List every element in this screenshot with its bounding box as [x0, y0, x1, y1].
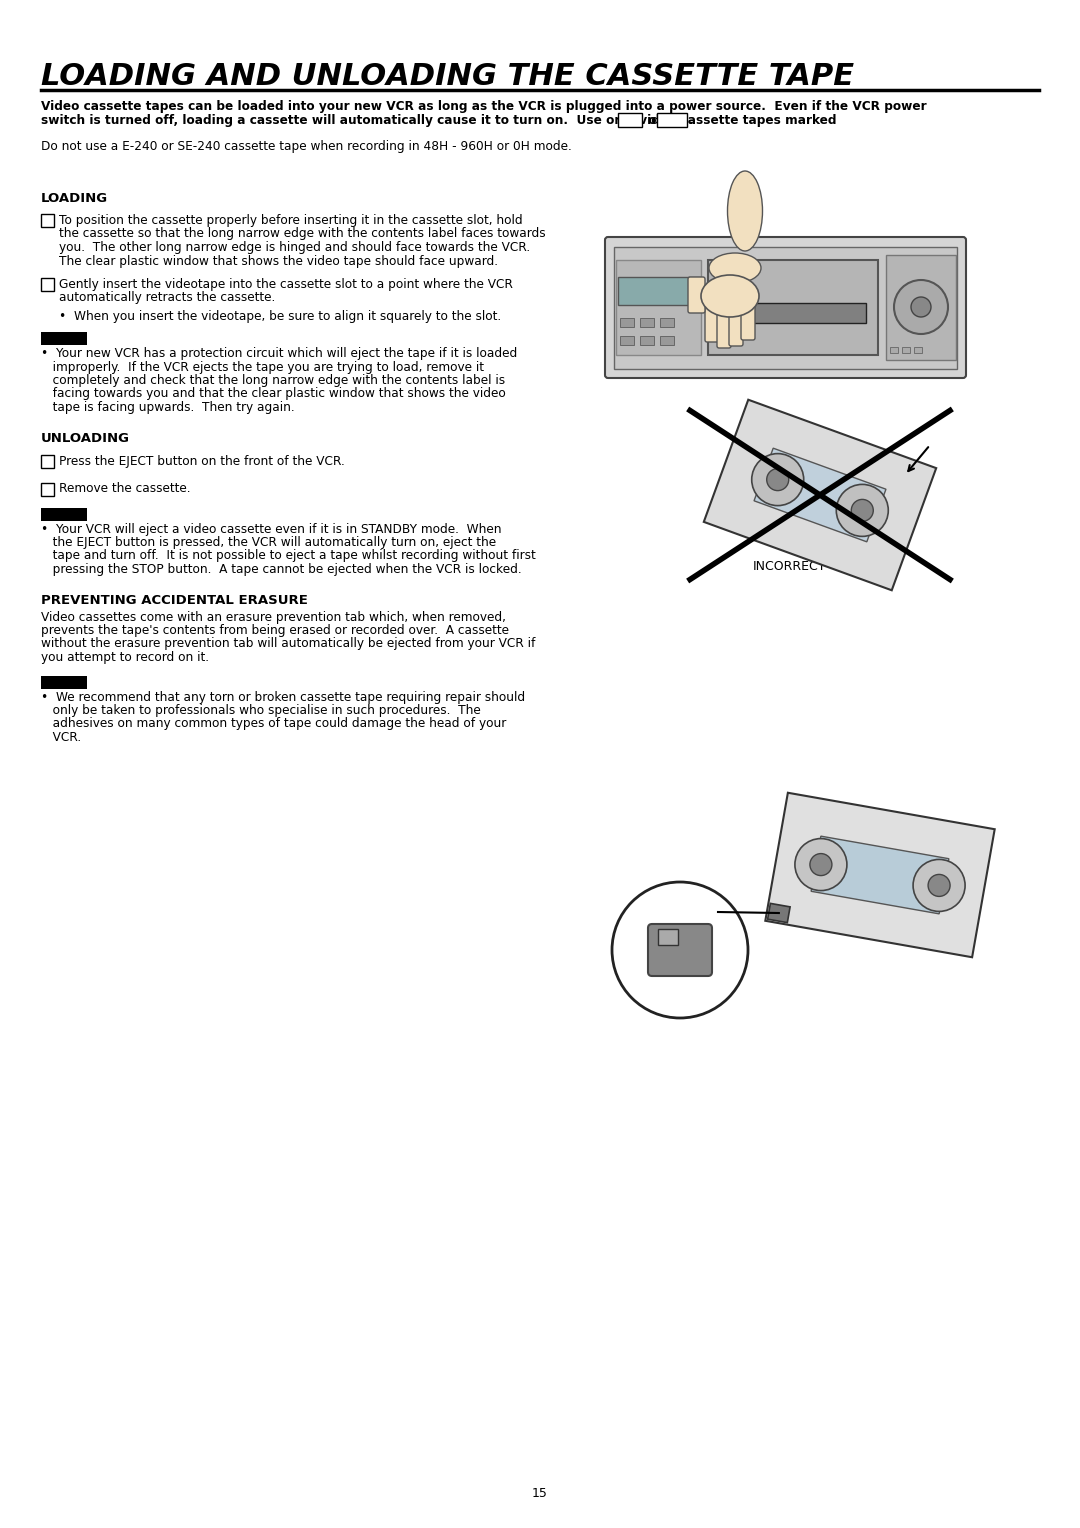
Text: •  We recommend that any torn or broken cassette tape requiring repair should: • We recommend that any torn or broken c… — [41, 691, 525, 703]
Bar — [41, 454, 54, 468]
Bar — [886, 255, 956, 361]
Text: 2: 2 — [44, 484, 51, 494]
Bar — [615, 248, 957, 368]
Circle shape — [810, 854, 832, 876]
Text: switch is turned off, loading a cassette will automatically cause it to turn on.: switch is turned off, loading a cassette… — [41, 115, 840, 127]
Text: 2: 2 — [44, 280, 51, 289]
Bar — [620, 336, 634, 345]
Bar — [720, 303, 866, 322]
Bar — [41, 483, 54, 495]
Text: prevents the tape's contents from being erased or recorded over.  A cassette: prevents the tape's contents from being … — [41, 623, 509, 637]
Circle shape — [795, 839, 847, 891]
Text: Video cassettes come with an erasure prevention tab which, when removed,: Video cassettes come with an erasure pre… — [41, 611, 505, 623]
Text: Gently insert the videotape into the cassette slot to a point where the VCR: Gently insert the videotape into the cas… — [59, 278, 513, 290]
Text: 1: 1 — [44, 455, 51, 466]
Bar — [618, 113, 643, 127]
Text: PREVENTING ACCIDENTAL ERASURE: PREVENTING ACCIDENTAL ERASURE — [41, 594, 308, 608]
Text: VHS: VHS — [619, 115, 642, 125]
Text: SVHS: SVHS — [658, 115, 687, 125]
Bar — [620, 318, 634, 327]
Polygon shape — [811, 836, 949, 914]
Text: NOTE:: NOTE: — [44, 335, 82, 344]
FancyBboxPatch shape — [648, 924, 712, 976]
Circle shape — [913, 859, 966, 911]
Bar — [41, 214, 54, 228]
Bar — [902, 347, 910, 353]
Polygon shape — [704, 400, 936, 590]
Bar — [890, 347, 897, 353]
Circle shape — [912, 296, 931, 316]
Text: The clear plastic window that shows the video tape should face upward.: The clear plastic window that shows the … — [59, 255, 498, 267]
Text: 1: 1 — [44, 215, 51, 226]
Text: tape is facing upwards.  Then try again.: tape is facing upwards. Then try again. — [41, 400, 295, 414]
Text: NOTE:: NOTE: — [44, 509, 82, 520]
Text: CORRECT: CORRECT — [759, 358, 820, 371]
Text: automatically retracts the cassette.: automatically retracts the cassette. — [59, 292, 275, 304]
Circle shape — [752, 454, 804, 506]
Circle shape — [836, 484, 888, 536]
FancyBboxPatch shape — [729, 296, 743, 345]
Bar — [660, 318, 674, 327]
Bar — [41, 332, 87, 345]
Text: you attempt to record on it.: you attempt to record on it. — [41, 651, 210, 665]
Text: completely and check that the long narrow edge with the contents label is: completely and check that the long narro… — [41, 374, 505, 387]
Text: •  When you insert the videotape, be sure to align it squarely to the slot.: • When you insert the videotape, be sure… — [59, 310, 501, 322]
Circle shape — [767, 469, 788, 490]
Bar — [41, 675, 87, 689]
Text: VCR.: VCR. — [41, 730, 81, 744]
Text: Remove the cassette.: Remove the cassette. — [59, 483, 190, 495]
Text: Do not use a E-240 or SE-240 cassette tape when recording in 48H - 960H or 0H mo: Do not use a E-240 or SE-240 cassette ta… — [41, 141, 571, 153]
Text: •  Your new VCR has a protection circuit which will eject the tape if it is load: • Your new VCR has a protection circuit … — [41, 347, 517, 361]
Circle shape — [928, 874, 950, 897]
Text: only be taken to professionals who specialise in such procedures.  The: only be taken to professionals who speci… — [41, 704, 481, 717]
FancyBboxPatch shape — [688, 277, 705, 313]
Circle shape — [612, 882, 748, 1018]
Text: Video cassette tapes can be loaded into your new VCR as long as the VCR is plugg: Video cassette tapes can be loaded into … — [41, 99, 927, 113]
Text: To position the cassette properly before inserting it in the cassette slot, hold: To position the cassette properly before… — [59, 214, 523, 228]
Bar — [640, 318, 654, 327]
Bar — [640, 336, 654, 345]
Text: NOTE:: NOTE: — [44, 677, 82, 688]
Text: without the erasure prevention tab will automatically be ejected from your VCR i: without the erasure prevention tab will … — [41, 637, 536, 651]
Bar — [41, 278, 54, 290]
Bar — [41, 507, 87, 521]
Polygon shape — [766, 793, 995, 957]
Text: INCORRECT: INCORRECT — [753, 559, 827, 573]
Text: the EJECT button is pressed, the VCR will automatically turn on, eject the: the EJECT button is pressed, the VCR wil… — [41, 536, 496, 549]
Text: tape and turn off.  It is not possible to eject a tape whilst recording without : tape and turn off. It is not possible to… — [41, 550, 536, 562]
Bar — [657, 113, 687, 127]
Text: facing towards you and that the clear plastic window that shows the video: facing towards you and that the clear pl… — [41, 388, 505, 400]
FancyBboxPatch shape — [717, 296, 731, 348]
Bar — [618, 277, 700, 306]
Text: UNLOADING: UNLOADING — [41, 432, 130, 446]
Bar — [914, 347, 922, 353]
Ellipse shape — [701, 275, 759, 316]
Text: LOADING AND UNLOADING THE CASSETTE TAPE: LOADING AND UNLOADING THE CASSETTE TAPE — [41, 63, 854, 92]
Text: Press the EJECT button on the front of the VCR.: Press the EJECT button on the front of t… — [59, 454, 345, 468]
Text: the cassette so that the long narrow edge with the contents label faces towards: the cassette so that the long narrow edg… — [59, 228, 545, 240]
Ellipse shape — [708, 254, 761, 283]
FancyBboxPatch shape — [605, 237, 966, 377]
Bar — [658, 929, 678, 944]
Text: you.  The other long narrow edge is hinged and should face towards the VCR.: you. The other long narrow edge is hinge… — [59, 241, 530, 254]
Bar — [616, 260, 701, 354]
FancyBboxPatch shape — [705, 296, 719, 342]
Text: 15: 15 — [532, 1487, 548, 1500]
FancyBboxPatch shape — [741, 296, 755, 341]
Polygon shape — [754, 448, 886, 542]
Text: adhesives on many common types of tape could damage the head of your: adhesives on many common types of tape c… — [41, 718, 507, 730]
Text: or: or — [644, 115, 667, 127]
Circle shape — [894, 280, 948, 335]
Bar — [660, 336, 674, 345]
Ellipse shape — [728, 171, 762, 251]
Circle shape — [851, 500, 874, 521]
Text: •  Your VCR will eject a video cassette even if it is in STANDBY mode.  When: • Your VCR will eject a video cassette e… — [41, 523, 501, 535]
Text: LOADING: LOADING — [41, 193, 108, 205]
Bar — [708, 260, 878, 354]
Text: improperly.  If the VCR ejects the tape you are trying to load, remove it: improperly. If the VCR ejects the tape y… — [41, 361, 484, 373]
Polygon shape — [768, 903, 791, 923]
Text: pressing the STOP button.  A tape cannot be ejected when the VCR is locked.: pressing the STOP button. A tape cannot … — [41, 562, 522, 576]
Text: .: . — [689, 115, 693, 127]
